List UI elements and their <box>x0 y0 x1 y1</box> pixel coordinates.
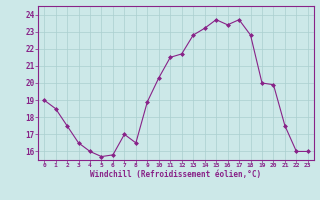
X-axis label: Windchill (Refroidissement éolien,°C): Windchill (Refroidissement éolien,°C) <box>91 170 261 179</box>
